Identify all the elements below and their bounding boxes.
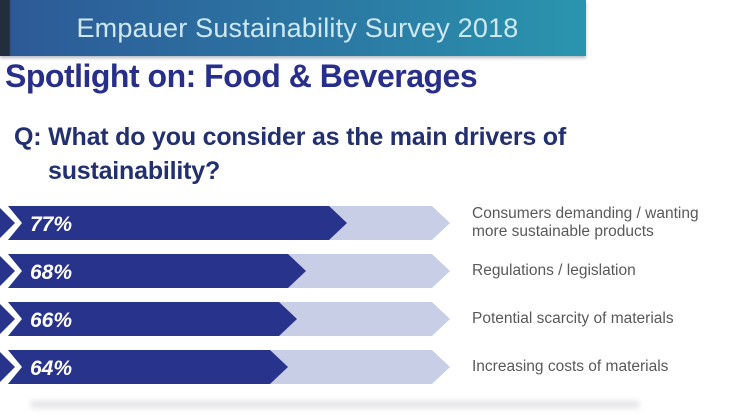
bar-graphic: 64%: [0, 350, 450, 384]
survey-question-line1: Q: What do you consider as the main driv…: [14, 123, 567, 151]
bar-category-label: Increasing costs of materials: [472, 358, 669, 375]
bar-value-label: 77%: [30, 213, 72, 236]
bar-tail-chevron: [0, 208, 15, 238]
bar-row: 66% Potential scarcity of materials: [0, 302, 736, 336]
bar-category-label: Potential scarcity of materials: [472, 310, 674, 327]
bar-category-label: Consumers demanding / wanting more susta…: [472, 205, 699, 240]
bar-row: 68% Regulations / legislation: [0, 254, 736, 288]
bar-row: 77% Consumers demanding / wanting more su…: [0, 205, 736, 240]
bottom-shadow-artifact: [30, 401, 640, 408]
banner: Empauer Sustainability Survey 2018: [0, 0, 586, 56]
bar-graphic: 66%: [0, 302, 450, 336]
bar-chart: 77% Consumers demanding / wanting more su…: [0, 205, 736, 384]
banner-title: Empauer Sustainability Survey 2018: [76, 12, 519, 43]
bar-graphic: 68%: [0, 254, 450, 288]
bar-fill: [8, 350, 288, 384]
bar-tail-chevron: [0, 304, 15, 334]
bar-fill: [8, 254, 306, 288]
bar-tail-chevron: [0, 256, 15, 286]
bar-value-label: 68%: [30, 261, 72, 284]
bar-value-label: 64%: [30, 357, 72, 380]
bar-fill: [8, 302, 297, 336]
bar-category-label: Regulations / legislation: [472, 262, 636, 279]
bar-row: 64% Increasing costs of materials: [0, 350, 736, 384]
bar-tail-chevron: [0, 352, 15, 382]
survey-question-line2: sustainability?: [48, 157, 221, 185]
page-title: Spotlight on: Food & Beverages: [5, 58, 478, 94]
bar-graphic: 77%: [0, 206, 450, 240]
bar-fill: [8, 206, 347, 240]
survey-question: Q: What do you consider as the main driv…: [14, 120, 566, 188]
bar-value-label: 66%: [30, 309, 72, 332]
